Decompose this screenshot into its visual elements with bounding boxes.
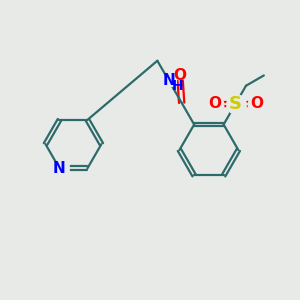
Text: O: O: [174, 68, 187, 83]
Text: N: N: [53, 161, 66, 176]
Text: S: S: [229, 94, 242, 112]
Text: O: O: [250, 96, 263, 111]
Text: N: N: [163, 73, 175, 88]
Text: O: O: [208, 96, 222, 111]
Text: H: H: [171, 80, 183, 94]
